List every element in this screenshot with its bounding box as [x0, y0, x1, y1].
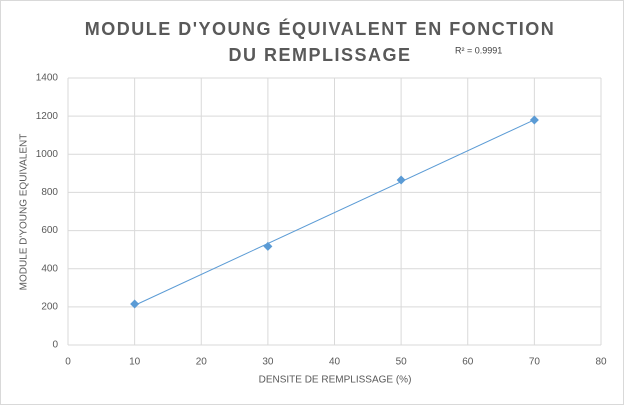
x-tick-label: 30: [262, 357, 274, 368]
x-tick-label: 70: [529, 357, 541, 368]
y-tick-label: 200: [41, 301, 58, 312]
x-tick-label: 10: [129, 357, 141, 368]
y-tick-label: 1400: [36, 73, 59, 84]
y-tick-label: 600: [41, 225, 58, 236]
data-point: [396, 175, 406, 185]
trendline: [134, 119, 535, 306]
x-tick-label: 80: [595, 357, 607, 368]
x-tick-label: 0: [65, 357, 71, 368]
y-axis-label: MODULE D'YOUNG EQUIVALENT: [19, 134, 30, 291]
x-axis-label: DENSITE DE REMPLISSAGE (%): [259, 375, 412, 386]
chart-title: MODULE D'YOUNG ÉQUIVALENT EN FONCTION: [85, 18, 555, 39]
y-tick-label: 1200: [36, 111, 59, 122]
data-point: [130, 299, 140, 309]
x-tick-label: 60: [462, 357, 474, 368]
x-tick-label: 20: [196, 357, 208, 368]
x-tick-label: 50: [396, 357, 408, 368]
x-tick-label: 40: [329, 357, 341, 368]
y-tick-label: 800: [41, 187, 58, 198]
annotation: R² = 0.9991: [455, 45, 502, 55]
data-point: [529, 115, 539, 125]
y-tick-label: 400: [41, 263, 58, 274]
chart-title: DU REMPLISSAGE: [228, 45, 411, 65]
y-tick-label: 1000: [36, 149, 59, 160]
data-point: [263, 241, 273, 251]
y-tick-label: 0: [52, 340, 58, 351]
